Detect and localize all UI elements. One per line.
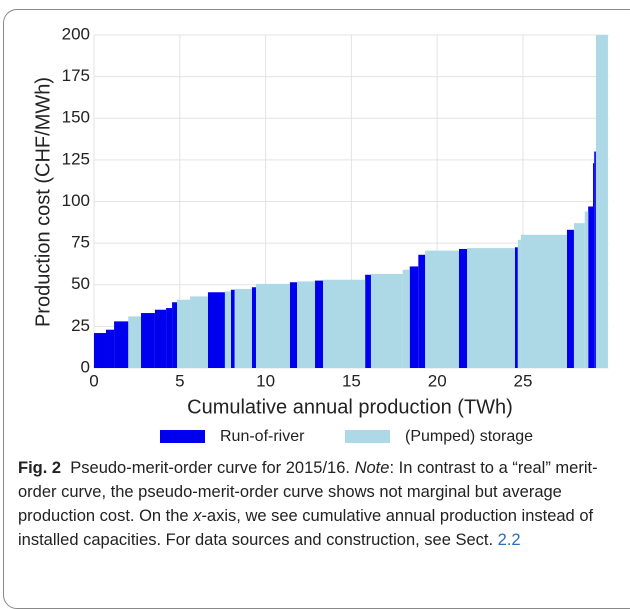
bar [207, 292, 225, 368]
bar [584, 211, 589, 368]
bar [289, 282, 298, 368]
y-tick-label: 175 [62, 66, 90, 85]
bar [593, 163, 595, 368]
bar [517, 239, 521, 368]
bar [323, 279, 366, 368]
caption-text: Pseudo-merit-order curve for 2015/16. [70, 459, 355, 477]
bar [154, 309, 167, 368]
x-tick-label: 20 [428, 371, 447, 390]
bar [251, 287, 256, 368]
x-tick-label: 25 [514, 371, 533, 390]
bar [114, 321, 129, 368]
caption: Fig. 2 Pseudo-merit-order curve for 2015… [18, 456, 618, 552]
caption-text: x [193, 507, 202, 525]
caption-link[interactable]: 2.2 [497, 531, 521, 549]
y-tick-label: 125 [62, 149, 90, 168]
y-tick-label: 50 [71, 274, 90, 293]
bar [458, 248, 468, 368]
bar [566, 229, 574, 368]
bar [224, 291, 231, 368]
x-axis-title: Cumulative annual production (TWh) [187, 396, 513, 418]
y-tick-label: 75 [71, 233, 90, 252]
x-tick-label: 15 [342, 371, 361, 390]
bar [315, 280, 324, 368]
x-tick-label: 0 [89, 371, 98, 390]
y-tick-label: 200 [62, 24, 90, 43]
y-axis-title: Production cost (CHF/MWh) [32, 77, 54, 327]
x-tick-label: 10 [256, 371, 275, 390]
bar [365, 274, 371, 368]
bar [106, 329, 115, 368]
bar [425, 250, 459, 368]
bar [255, 283, 290, 368]
bar [402, 269, 410, 368]
bar [234, 288, 252, 368]
y-tick-label: 0 [81, 357, 90, 376]
bar [409, 266, 419, 368]
bar [230, 289, 235, 368]
bar [172, 302, 178, 368]
bar [370, 273, 403, 368]
x-tick-label: 5 [175, 371, 184, 390]
caption-text: : In contrast to a “real” merit-order cu… [18, 459, 598, 525]
y-tick-label: 100 [62, 191, 90, 210]
bar [177, 299, 191, 368]
bar [418, 254, 426, 368]
page: 0 25 50 75 100 125 150 175 200 0 5 10 15 20 25 Cumulati… [3, 9, 630, 609]
legend-label: (Pumped) storage [405, 428, 533, 445]
bar [573, 223, 585, 368]
legend-swatch [345, 430, 390, 443]
bar [514, 247, 518, 368]
bar [595, 35, 608, 368]
caption-text: -axis, we see cumulative annual producti… [18, 507, 594, 549]
bar [128, 316, 142, 368]
legend-label: Run-of-river [220, 428, 305, 445]
caption-text: Note [354, 459, 390, 477]
bar [94, 333, 107, 368]
bar [190, 296, 208, 368]
bar [141, 313, 155, 368]
caption-label: Fig. 2 [18, 459, 62, 477]
bar [594, 151, 596, 368]
legend-swatch [160, 430, 205, 443]
bar [467, 248, 515, 368]
y-tick-label: 150 [62, 108, 90, 127]
y-tick-label: 25 [71, 316, 90, 335]
bar [588, 206, 594, 368]
bar [166, 308, 173, 368]
bar [297, 281, 316, 368]
bar [520, 234, 567, 368]
